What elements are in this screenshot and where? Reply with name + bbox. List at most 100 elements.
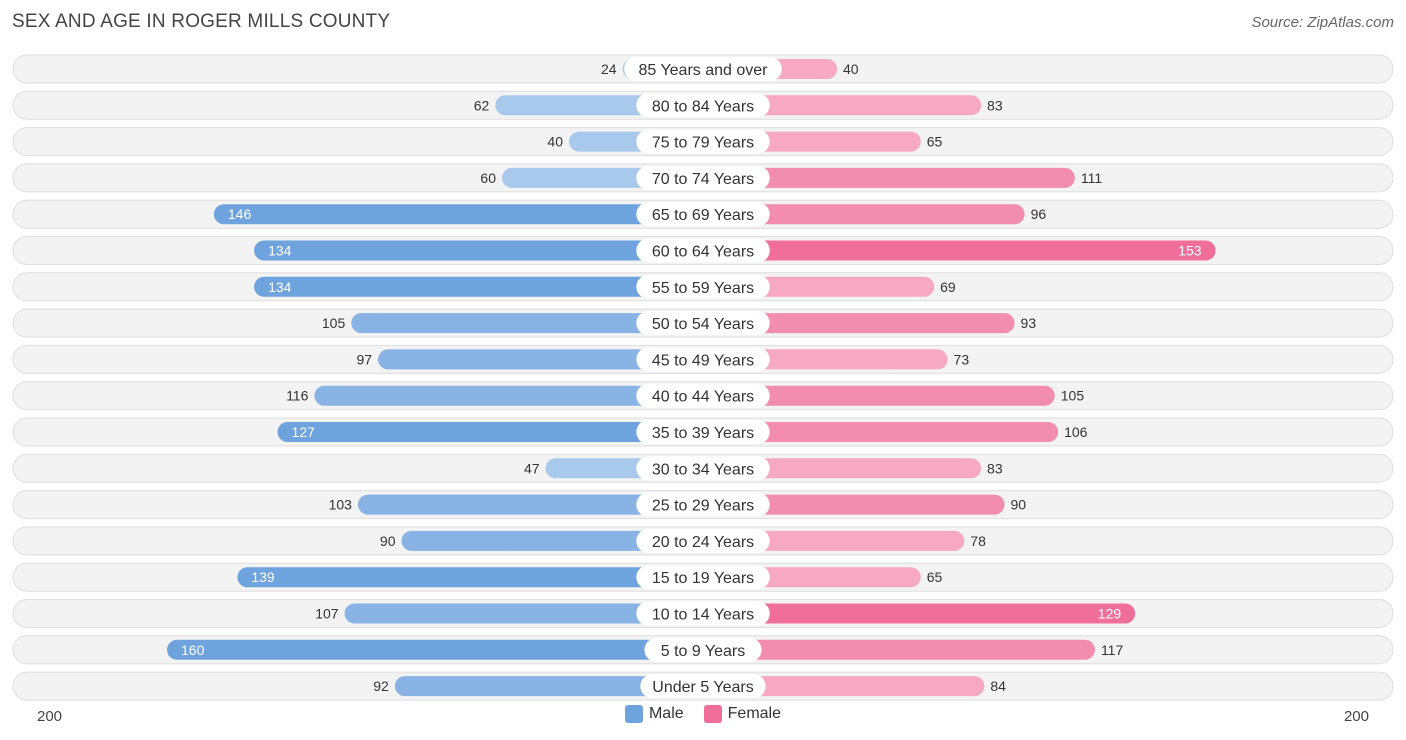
category-label: 80 to 84 Years [652,98,754,115]
value-label-female: 84 [990,678,1006,694]
bar-female[interactable] [703,204,1025,225]
legend-item-male[interactable]: Male [624,705,684,723]
category-label: 55 to 59 Years [652,280,754,297]
value-label-female: 111 [1081,170,1102,186]
category-label: 20 to 24 Years [652,534,754,551]
category-label-pill [636,165,770,190]
category-label: Under 5 Years [652,679,753,696]
bar-male[interactable] [351,313,703,334]
bar-female[interactable] [703,603,1136,624]
value-label-male: 60 [480,170,496,186]
bar-male[interactable] [254,240,703,261]
value-label-male: 92 [373,678,389,694]
bar-male[interactable] [378,349,703,370]
value-label-male: 107 [315,606,339,622]
value-label-male: 90 [380,533,396,549]
bar-female[interactable] [703,422,1059,442]
value-label-male: 105 [322,315,346,331]
value-label-male: 146 [228,206,252,222]
value-label-female: 83 [987,460,1003,476]
value-label-male: 62 [474,97,490,113]
value-label-male: 134 [268,243,292,259]
value-label-female: 90 [1011,497,1027,513]
chart-legend: Male Female [0,705,1406,723]
bar-male[interactable] [401,530,704,551]
legend-label-male: Male [648,705,684,722]
value-label-male: 134 [268,279,292,295]
category-label-pill [636,274,770,299]
category-label-pill [636,93,770,118]
value-label-female: 78 [970,533,986,549]
category-label: 70 to 74 Years [652,171,754,188]
bar-female[interactable] [703,95,982,116]
legend-item-female[interactable]: Female [703,705,782,723]
category-label: 5 to 9 Years [661,643,746,660]
category-label-pill [636,202,770,227]
category-label: 10 to 14 Years [652,607,754,624]
bar-female[interactable] [703,313,1015,334]
bar-male[interactable] [394,676,703,697]
bar-male[interactable] [344,603,703,624]
bar-female[interactable] [703,458,982,479]
bar-female[interactable] [703,676,985,697]
category-label-pill [624,57,782,81]
category-label: 50 to 54 Years [652,316,754,333]
category-label-pill [636,347,770,372]
bar-male[interactable] [357,494,703,515]
value-label-female: 65 [927,569,943,585]
bar-male[interactable] [254,276,703,297]
bar-female[interactable] [703,494,1005,515]
bar-male[interactable] [277,422,703,442]
value-label-male: 116 [286,388,309,404]
value-label-female: 117 [1101,642,1124,658]
legend-swatch-male [624,705,643,723]
category-label: 85 Years and over [639,62,769,79]
value-label-female: 129 [1098,606,1122,622]
category-label-pill [636,492,770,517]
bar-male[interactable] [167,639,703,660]
value-label-female: 65 [927,134,943,150]
bar-male[interactable] [213,204,703,225]
category-label: 40 to 44 Years [652,389,754,406]
axis-tick-left: 200 [37,708,62,725]
category-label-pill [636,601,770,626]
value-label-male: 160 [181,642,205,658]
value-label-female: 69 [940,279,956,295]
value-label-male: 139 [251,569,275,585]
value-label-female: 153 [1178,243,1202,259]
value-label-male: 40 [547,134,563,150]
value-label-male: 47 [524,460,540,476]
category-label: 75 to 79 Years [652,135,754,152]
value-label-female: 93 [1021,315,1037,331]
bar-male[interactable] [237,567,703,588]
category-label-pill [636,129,770,154]
value-label-male: 24 [601,61,617,77]
value-label-female: 73 [954,351,970,367]
category-label: 45 to 49 Years [652,352,754,369]
chart-source: Source: ZipAtlas.com [1251,14,1394,31]
bar-male[interactable] [314,385,703,406]
category-label-pill [636,420,770,444]
bar-female[interactable] [703,385,1055,406]
category-label: 65 to 69 Years [652,207,754,224]
category-label-pill [640,674,766,699]
bar-female[interactable] [703,167,1075,188]
value-label-female: 106 [1064,424,1088,440]
category-label-pill [636,383,770,408]
category-label-pill [636,311,770,336]
category-label-pill [636,528,770,553]
axis-tick-right: 200 [1344,708,1369,725]
value-label-female: 105 [1061,388,1085,404]
category-label: 60 to 64 Years [652,244,754,261]
bar-female[interactable] [703,639,1095,660]
category-label-pill [644,637,762,662]
chart-title: SEX AND AGE IN ROGER MILLS COUNTY [12,11,391,32]
category-label-pill [636,456,770,481]
value-label-male: 103 [329,497,353,513]
value-label-male: 97 [356,351,372,367]
category-label: 35 to 39 Years [652,425,754,442]
legend-label-female: Female [727,705,782,722]
category-label: 15 to 19 Years [652,570,754,587]
bar-female[interactable] [703,240,1216,261]
